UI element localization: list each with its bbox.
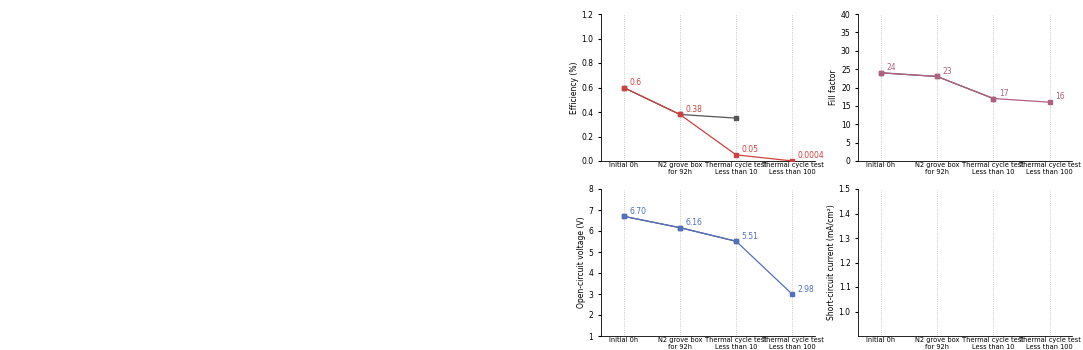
Text: 6.70: 6.70 xyxy=(629,206,647,216)
Text: 5.51: 5.51 xyxy=(742,231,758,240)
Text: 0.38: 0.38 xyxy=(686,105,702,114)
Text: 17: 17 xyxy=(999,89,1008,98)
Y-axis label: Open-circuit voltage (V): Open-circuit voltage (V) xyxy=(577,217,586,308)
Text: 16: 16 xyxy=(1055,92,1065,102)
Text: 0.6: 0.6 xyxy=(629,78,641,87)
Y-axis label: Short-circuit current (mA/cm²): Short-circuit current (mA/cm²) xyxy=(826,205,836,320)
Text: 2.98: 2.98 xyxy=(798,285,814,294)
Y-axis label: Efficiency (%): Efficiency (%) xyxy=(570,61,578,114)
Text: 0.05: 0.05 xyxy=(742,145,759,154)
Y-axis label: Fill factor: Fill factor xyxy=(830,70,838,105)
Text: 23: 23 xyxy=(942,67,952,76)
Text: 6.16: 6.16 xyxy=(686,218,702,227)
Text: 24: 24 xyxy=(886,63,896,72)
Text: 0.0004: 0.0004 xyxy=(798,151,825,160)
